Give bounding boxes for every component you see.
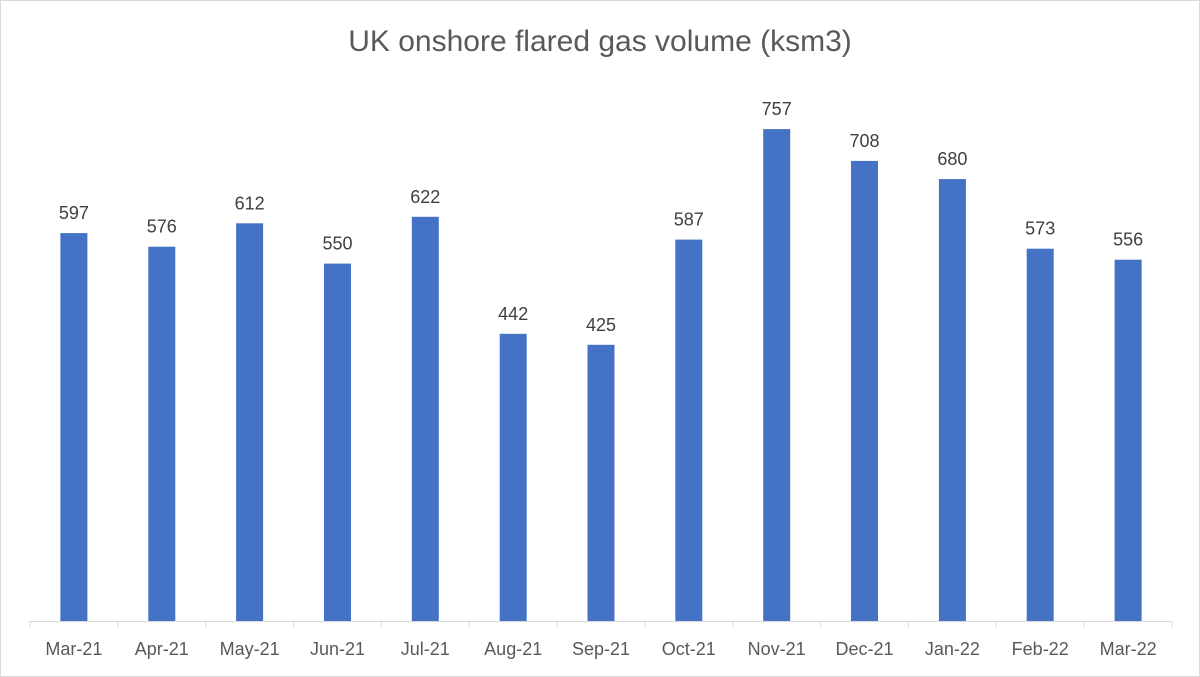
data-label-apr-21: 576 — [147, 217, 177, 237]
x-tick-label-dec-21: Dec-21 — [835, 639, 893, 659]
bar-sep-21 — [587, 344, 615, 621]
x-tick-label-jan-22: Jan-22 — [925, 639, 980, 659]
x-tick-label-sep-21: Sep-21 — [572, 639, 630, 659]
bar-nov-21 — [763, 129, 791, 621]
bar-jul-21 — [411, 216, 439, 622]
bar-mar-21 — [60, 233, 88, 621]
bar-jun-21 — [324, 263, 351, 621]
data-label-jan-22: 680 — [937, 149, 967, 169]
data-label-may-21: 612 — [235, 193, 265, 213]
bar-oct-21 — [675, 239, 703, 621]
chart-title: UK onshore flared gas volume (ksm3) — [348, 25, 852, 58]
x-tick-label-feb-22: Feb-22 — [1012, 639, 1069, 659]
x-tick-label-oct-21: Oct-21 — [662, 639, 716, 659]
bar-may-21 — [236, 223, 264, 622]
x-tick-label-mar-21: Mar-21 — [45, 639, 102, 659]
x-tick-label-nov-21: Nov-21 — [748, 639, 806, 659]
data-label-mar-22: 556 — [1113, 230, 1143, 250]
data-label-nov-21: 757 — [762, 99, 792, 119]
data-label-feb-22: 573 — [1025, 219, 1055, 239]
x-tick-label-aug-21: Aug-21 — [484, 639, 542, 659]
x-tick-label-jul-21: Jul-21 — [401, 639, 450, 659]
bar-jan-22 — [938, 179, 966, 621]
bars-group — [60, 129, 1142, 622]
bar-apr-21 — [148, 246, 176, 621]
data-label-oct-21: 587 — [674, 210, 704, 230]
bar-mar-22 — [1114, 259, 1142, 621]
x-axis-ticks-group — [29, 621, 1173, 627]
x-axis-tick-labels-group: Mar-21 Apr-21 May-21 Jun-21 Jul-21 Aug-21 Sep-… — [45, 639, 1156, 659]
x-tick-label-may-21: May-21 — [220, 639, 280, 659]
data-labels-group: 597 576 612 550 622 442 425 587 757 708 680 573 556 — [59, 99, 1143, 335]
x-tick-label-jun-21: Jun-21 — [310, 639, 365, 659]
data-label-jun-21: 550 — [322, 234, 352, 254]
data-label-sep-21: 425 — [586, 315, 616, 335]
x-tick-label-mar-22: Mar-22 — [1100, 639, 1157, 659]
bar-feb-22 — [1026, 248, 1054, 621]
bar-dec-21 — [851, 160, 878, 621]
data-label-aug-21: 442 — [498, 304, 528, 324]
bar-aug-21 — [499, 333, 527, 621]
data-label-jul-21: 622 — [410, 187, 440, 207]
data-label-dec-21: 708 — [849, 131, 879, 151]
x-tick-label-apr-21: Apr-21 — [135, 639, 189, 659]
data-label-mar-21: 597 — [59, 203, 89, 223]
